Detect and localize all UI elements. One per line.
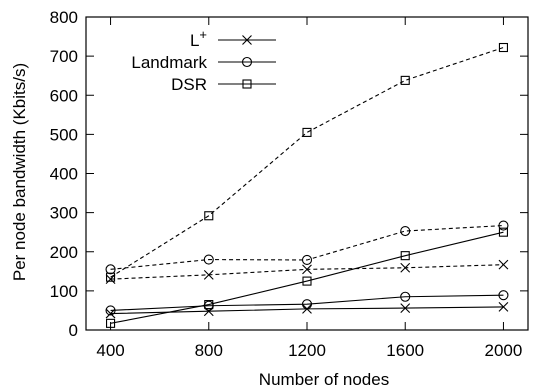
data-point-circle <box>301 254 313 266</box>
series-line <box>110 46 504 278</box>
series-line <box>110 224 504 270</box>
series-landmark-solid <box>105 290 509 316</box>
x-tick-label: 1600 <box>386 341 424 360</box>
data-point-circle <box>498 220 509 231</box>
data-point-square <box>400 251 410 261</box>
legend-entry-landmark: Landmark <box>131 53 276 72</box>
legend-marker-cross <box>242 35 252 45</box>
data-point-cross <box>498 302 509 312</box>
legend-label-text: Landmark <box>131 53 207 72</box>
data-point-circle <box>400 291 411 302</box>
data-point-square <box>400 75 410 85</box>
x-tick-label: 400 <box>96 341 124 360</box>
series-l-solid <box>105 302 509 319</box>
series-layer <box>105 42 509 328</box>
data-point-square <box>498 227 508 237</box>
x-tick-label: 1200 <box>288 341 326 360</box>
data-point-circle <box>301 299 313 310</box>
data-point-cross <box>400 303 411 313</box>
legend-label: DSR <box>171 75 207 94</box>
x-tick-label: 2000 <box>485 341 523 360</box>
x-axis-title: Number of nodes <box>259 370 389 389</box>
y-tick-label: 700 <box>50 47 78 66</box>
data-point-circle <box>203 254 214 265</box>
legend-label-superscript: + <box>199 27 207 42</box>
legend: L+ Landmark DSR <box>131 27 276 94</box>
data-point-circle <box>498 290 509 301</box>
data-point-cross <box>203 269 214 280</box>
y-tick-label: 500 <box>50 125 78 144</box>
data-point-circle <box>400 225 411 237</box>
y-tick-label: 400 <box>50 165 78 184</box>
data-point-square <box>204 211 214 221</box>
y-tick-label: 300 <box>50 204 78 223</box>
data-point-cross <box>105 274 116 285</box>
y-axis-title: Per node bandwidth (Kbits/s) <box>10 63 29 281</box>
series-line <box>110 294 504 311</box>
data-point-cross <box>498 259 509 270</box>
series-dsr-dashed <box>106 42 508 282</box>
legend-entry-l: L+ <box>190 27 276 50</box>
series-dsr-solid <box>106 227 508 328</box>
x-tick-label: 800 <box>195 341 223 360</box>
series-landmark-dashed <box>105 220 509 275</box>
y-tick-label: 800 <box>50 8 78 27</box>
ticks-layer: 0 100 200 300 400 500 600 700 800 400 800 1200 1600 2… <box>50 8 528 360</box>
data-point-square <box>302 276 312 286</box>
y-tick-label: 600 <box>50 86 78 105</box>
data-point-square <box>302 127 312 137</box>
legend-marker-circle <box>241 56 253 68</box>
data-point-circle <box>105 264 116 275</box>
series-line <box>110 231 504 324</box>
data-point-circle <box>105 305 116 316</box>
legend-label: L+ <box>190 27 207 50</box>
data-point-square <box>498 42 508 53</box>
legend-label: Landmark <box>131 53 207 72</box>
data-point-square <box>204 300 214 310</box>
y-tick-label: 200 <box>50 243 78 262</box>
data-point-cross <box>400 262 411 273</box>
legend-label-text: DSR <box>171 75 207 94</box>
legend-label-text: L <box>190 31 199 50</box>
legend-marker-square <box>242 79 252 89</box>
y-tick-label: 100 <box>50 282 78 301</box>
data-point-square <box>106 272 116 282</box>
legend-entry-dsr: DSR <box>171 75 276 94</box>
data-point-cross <box>302 264 312 275</box>
series-l-dashed <box>105 259 509 285</box>
y-tick-label: 0 <box>69 321 78 340</box>
